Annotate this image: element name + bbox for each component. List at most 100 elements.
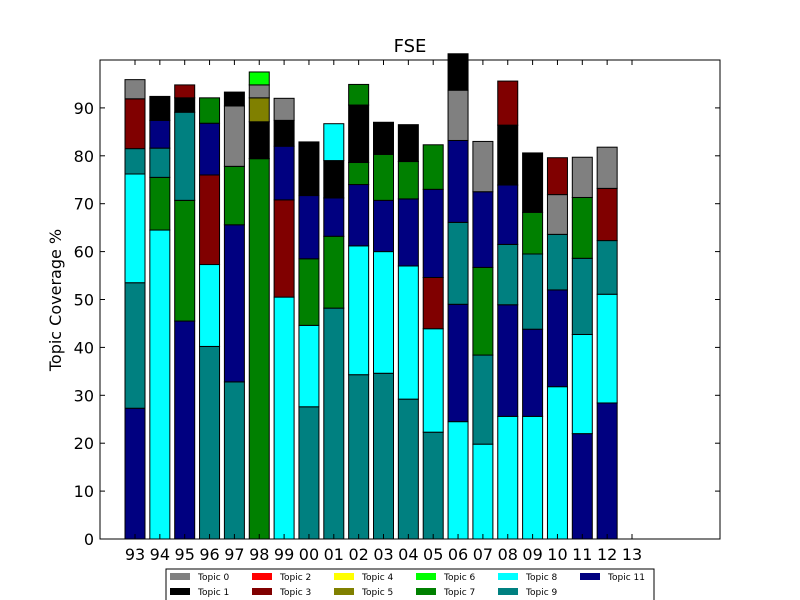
bar-segment-topic-11-09 <box>522 328 544 417</box>
x-tick-label: 95 <box>175 545 195 564</box>
legend-swatch-topic-5 <box>334 588 354 595</box>
bar-segment-topic-7-11 <box>571 196 593 259</box>
x-tick-label: 07 <box>473 545 493 564</box>
bar-segment-topic-1-01 <box>323 160 345 199</box>
legend-label: Topic 1 <box>197 588 229 598</box>
bar-segment-topic-9-10 <box>546 233 568 291</box>
bar-segment-topic-11-03 <box>373 199 394 253</box>
bar-segment-topic-8-96 <box>199 264 221 347</box>
legend-label: Topic 3 <box>279 588 311 598</box>
bar-segment-topic-11-05 <box>422 188 444 278</box>
y-tick-label: 90 <box>74 99 94 118</box>
bar-segment-topic-11-97 <box>223 224 245 383</box>
bars-group <box>124 53 618 540</box>
bar-segment-topic-11-08 <box>497 184 519 245</box>
bar-segment-topic-8-02 <box>348 245 370 376</box>
legend-label: Topic 2 <box>279 573 311 583</box>
bar-segment-topic-9-04 <box>397 398 419 540</box>
bar-segment-topic-3-05 <box>422 276 444 330</box>
bar-segment-topic-7-94 <box>149 176 171 231</box>
y-tick-label: 10 <box>74 482 94 501</box>
bar-segment-topic-11-00 <box>298 195 320 260</box>
x-tick-label: 05 <box>423 545 443 564</box>
bar-segment-topic-9-08 <box>497 243 519 306</box>
y-tick-label: 60 <box>74 243 94 262</box>
y-tick-label: 0 <box>84 530 94 549</box>
bar-segment-topic-1-03 <box>373 121 394 155</box>
bar-segment-topic-0-10 <box>546 194 568 235</box>
bar-segment-topic-3-99 <box>273 199 295 298</box>
y-tick-label: 50 <box>74 291 94 310</box>
bar-segment-topic-8-00 <box>298 324 320 408</box>
bar-segment-topic-0-93 <box>124 79 146 100</box>
bar-segment-topic-7-04 <box>397 161 419 200</box>
bar-segment-topic-3-08 <box>497 80 519 126</box>
x-tick-label: 01 <box>324 545 344 564</box>
y-tick-label: 80 <box>74 147 94 166</box>
axes-group: 0 10 20 30 40 50 60 70 80 90 93 94 95 96 97 98 99 00 01 02 0… <box>74 59 721 564</box>
y-tick-label: 20 <box>74 434 94 453</box>
bar-segment-topic-7-05 <box>422 144 444 190</box>
bar-segment-topic-8-94 <box>149 229 171 540</box>
legend-swatch-topic-9 <box>498 588 518 595</box>
bar-segment-topic-11-99 <box>273 145 295 201</box>
x-tick-label: 12 <box>597 545 617 564</box>
bar-segment-topic-7-02 <box>348 83 370 106</box>
bar-segment-topic-7-03 <box>373 153 394 201</box>
bar-segment-topic-9-05 <box>422 431 444 540</box>
x-tick-label: 06 <box>448 545 468 564</box>
bar-segment-topic-9-06 <box>447 221 469 305</box>
legend-label: Topic 5 <box>361 588 393 598</box>
bar-segment-topic-11-93 <box>124 407 146 540</box>
x-tick-label: 03 <box>373 545 393 564</box>
x-tick-label: 93 <box>125 545 145 564</box>
bar-segment-topic-3-96 <box>199 174 221 266</box>
legend-swatch-topic-0 <box>170 573 190 580</box>
legend-label: Topic 7 <box>443 588 475 598</box>
bar-segment-topic-7-07 <box>472 266 494 356</box>
bar-segment-topic-9-12 <box>596 240 618 295</box>
bar-segment-topic-1-06 <box>447 53 469 91</box>
bar-segment-topic-11-08 <box>497 304 519 417</box>
bar-segment-topic-1-95 <box>174 97 196 113</box>
x-tick-label: 00 <box>299 545 319 564</box>
x-tick-label: 98 <box>249 545 269 564</box>
bar-segment-topic-11-94 <box>149 119 171 149</box>
bar-segment-topic-11-06 <box>447 303 469 423</box>
bar-segment-topic-8-11 <box>571 333 593 435</box>
bar-segment-topic-8-05 <box>422 328 444 433</box>
y-tick-label: 30 <box>74 386 94 405</box>
bar-segment-topic-9-02 <box>348 374 370 540</box>
bar-segment-topic-7-97 <box>223 165 245 226</box>
bar-segment-topic-1-04 <box>397 124 419 163</box>
bar-segment-topic-0-12 <box>596 146 618 189</box>
bar-segment-topic-1-99 <box>273 119 295 147</box>
legend: Topic 0 Topic 1 Topic 2 Topic 3 Topic 4 Topic… <box>165 568 655 600</box>
bar-segment-topic-9-03 <box>373 372 394 540</box>
bar-segment-topic-8-03 <box>373 251 394 374</box>
bar-segment-topic-7-00 <box>298 258 320 326</box>
bar-segment-topic-8-04 <box>397 265 419 400</box>
bar-segment-topic-0-11 <box>571 156 593 198</box>
bar-segment-topic-7-01 <box>323 235 345 309</box>
bar-segment-topic-5-98 <box>248 97 270 123</box>
bar-segment-topic-1-09 <box>522 152 544 213</box>
bar-segment-topic-8-09 <box>522 415 544 540</box>
legend-label: Topic 9 <box>525 588 557 598</box>
y-tick-label: 40 <box>74 338 94 357</box>
legend-swatch-topic-7 <box>416 588 436 595</box>
bar-segment-topic-9-93 <box>124 148 146 175</box>
bar-segment-topic-9-94 <box>149 147 171 178</box>
bar-segment-topic-0-98 <box>248 84 270 99</box>
legend-label: Topic 11 <box>607 573 645 583</box>
bar-segment-topic-11-07 <box>472 191 494 268</box>
x-tick-label: 94 <box>150 545 170 564</box>
bar-segment-topic-11-12 <box>596 402 618 540</box>
bar-segment-topic-11-96 <box>199 122 221 176</box>
legend-swatch-topic-2 <box>252 573 272 580</box>
bar-segment-topic-8-93 <box>124 173 146 284</box>
x-tick-label: 04 <box>398 545 418 564</box>
x-tick-label: 97 <box>224 545 244 564</box>
y-tick-label: 70 <box>74 195 94 214</box>
